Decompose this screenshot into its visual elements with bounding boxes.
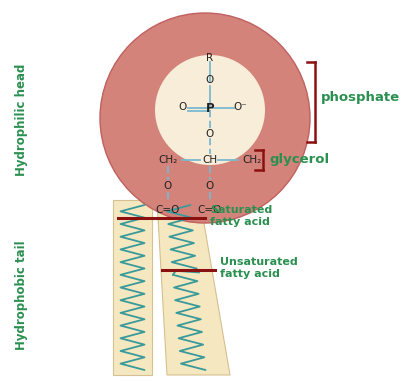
Polygon shape	[157, 200, 229, 375]
Text: CH: CH	[202, 155, 217, 165]
Text: O⁻: O⁻	[233, 102, 246, 112]
Text: phosphate: phosphate	[320, 91, 399, 104]
Text: Hydrophilic head: Hydrophilic head	[16, 64, 28, 176]
Circle shape	[100, 13, 309, 223]
Text: CH₂: CH₂	[242, 155, 261, 165]
Text: C=O: C=O	[197, 205, 222, 215]
Bar	[113, 200, 152, 375]
Text: O: O	[205, 181, 214, 191]
Circle shape	[155, 55, 264, 165]
Text: CH₂: CH₂	[158, 155, 177, 165]
Text: O: O	[164, 181, 172, 191]
Text: Unsaturated
fatty acid: Unsaturated fatty acid	[219, 257, 297, 279]
Text: O: O	[178, 102, 186, 112]
Text: O: O	[205, 129, 214, 139]
Text: C=O: C=O	[156, 205, 180, 215]
Text: glycerol: glycerol	[268, 154, 328, 166]
Text: P: P	[205, 101, 214, 115]
Text: R: R	[206, 53, 213, 63]
Text: Hydrophobic tail: Hydrophobic tail	[16, 240, 28, 350]
Text: Saturated
fatty acid: Saturated fatty acid	[209, 205, 271, 227]
Text: O: O	[205, 75, 214, 85]
